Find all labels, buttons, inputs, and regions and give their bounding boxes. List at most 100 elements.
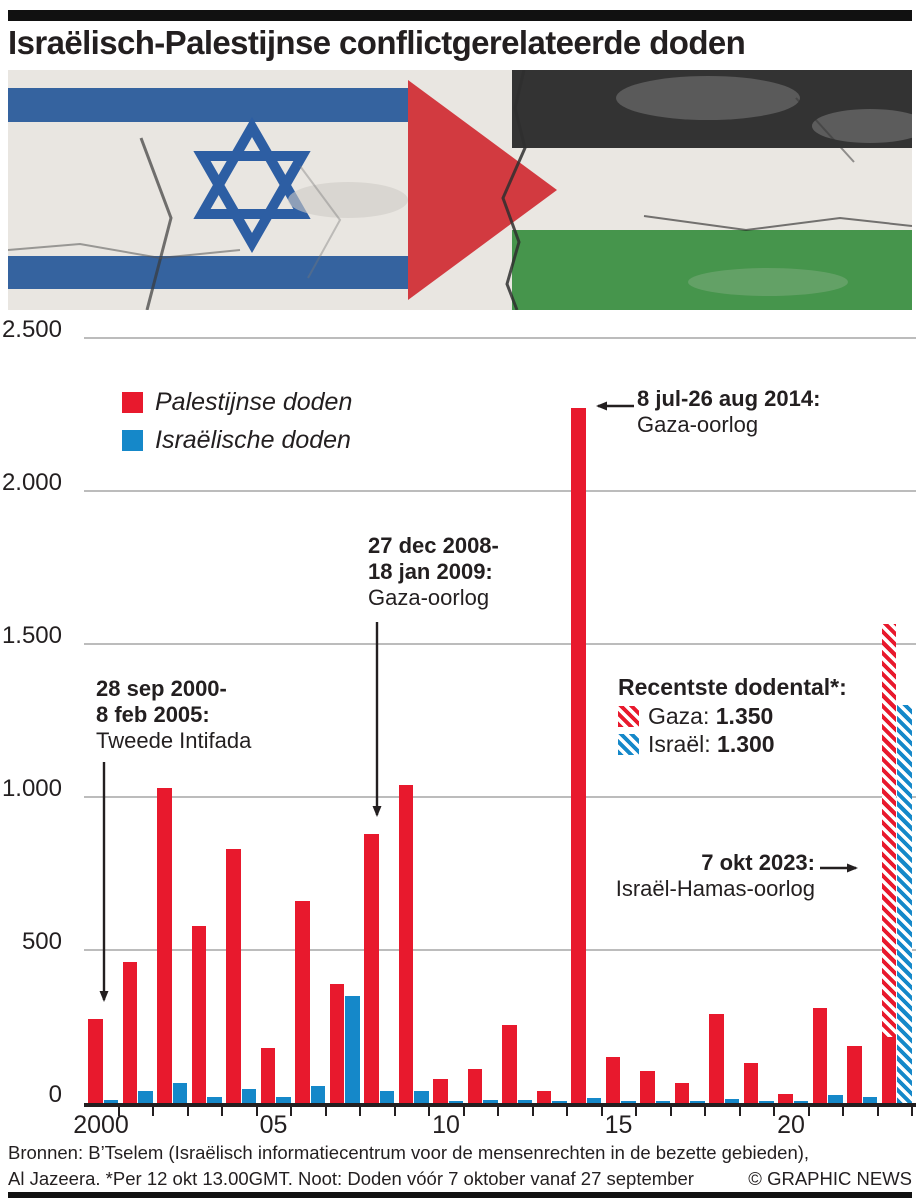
x-axis-label-2010: 10 — [432, 1111, 460, 1139]
concrete-patch — [288, 182, 408, 218]
y-axis-label-2000: 2.000 — [1, 469, 62, 496]
x-axis-label-2015: 15 — [604, 1111, 633, 1139]
bar-israeli-2002 — [172, 1083, 187, 1103]
y-axis-label-2500: 2.500 — [1, 316, 62, 343]
annotation-date: 8 feb 2005: — [96, 702, 210, 727]
bar-israeli-2016 — [655, 1101, 670, 1103]
bar-israeli-2011 — [483, 1099, 498, 1103]
legend-item-israeli: Israëlische doden — [122, 426, 351, 455]
gridline-500 — [84, 949, 916, 951]
gridline-1000 — [84, 796, 916, 798]
annotation-label: Israël-Hamas-oorlog — [615, 876, 815, 901]
x-axis-label-2000: 2000 — [73, 1111, 129, 1139]
annotation-label: Tweede Intifada — [96, 728, 252, 753]
x-axis-label-2020: 20 — [777, 1111, 805, 1139]
gridline-2500 — [84, 337, 916, 339]
gaza-toll-label: Gaza: 1.350 — [648, 703, 774, 729]
bar-palestinian-2015 — [605, 1057, 620, 1103]
annotation-date: 28 sep 2000- — [96, 676, 227, 701]
concrete-patch — [688, 268, 848, 296]
bar-israeli-2013 — [552, 1101, 567, 1103]
annotation-second-intifada: 28 sep 2000- 8 feb 2005: Tweede Intifada — [96, 676, 251, 754]
bar-israeli-2004 — [241, 1089, 256, 1103]
bar-israeli-2021 — [828, 1095, 843, 1103]
bar-palestinian-2010 — [433, 1078, 448, 1103]
palestinian-legend-swatch — [122, 392, 143, 413]
annotation-gaza-war-2014: 8 jul-26 aug 2014: Gaza-oorlog — [637, 386, 820, 438]
annotation-date: 27 dec 2008- — [368, 533, 499, 558]
palestine-flag-black-stripe — [512, 70, 912, 148]
palestine-flag-white-stripe — [512, 148, 912, 230]
x-axis-tick — [566, 1107, 568, 1116]
crack-lines — [8, 70, 912, 310]
bar-israeli-2017 — [690, 1101, 705, 1103]
graphic-news-credit: © GRAPHIC NEWS — [748, 1168, 912, 1189]
star-of-david-icon — [193, 116, 311, 254]
bar-israeli-2015 — [621, 1100, 636, 1103]
bar-palestinian-2011 — [467, 1069, 482, 1103]
palestine-flag-red-triangle — [408, 80, 557, 300]
bar-palestinian-2019 — [743, 1063, 758, 1103]
x-axis-tick — [669, 1107, 672, 1116]
gridline-2000 — [84, 490, 916, 492]
bar-israeli-2018 — [724, 1099, 739, 1103]
source-line-2: Al Jazeera. *Per 12 okt 13.00GMT. Noot: … — [8, 1168, 694, 1189]
annotation-date: 7 okt 2023: — [701, 850, 815, 875]
y-axis-label-1500: 1.500 — [1, 622, 62, 649]
bar-palestinian-2023-hatched — [881, 624, 896, 1038]
y-axis-label-500: 500 — [21, 928, 62, 955]
bar-israeli-2020 — [793, 1101, 808, 1103]
bar-palestinian-2003 — [191, 925, 206, 1103]
x-axis-tick — [324, 1107, 327, 1116]
x-axis-tick — [152, 1107, 154, 1116]
y-axis-label-1000: 1.000 — [1, 775, 62, 802]
bar-israeli-2005 — [276, 1097, 291, 1103]
x-axis-tick — [290, 1107, 292, 1116]
x-axis-tick — [428, 1107, 430, 1116]
x-axis-tick — [393, 1107, 396, 1116]
bar-israeli-2006 — [310, 1086, 325, 1103]
x-axis-tick — [117, 1107, 120, 1116]
annotation-israel-hamas-war: 7 okt 2023: Israël-Hamas-oorlog — [560, 850, 815, 902]
bar-palestinian-2016 — [640, 1070, 655, 1103]
x-axis-tick — [600, 1107, 603, 1116]
x-axis-tick — [531, 1107, 534, 1116]
bar-palestinian-2014 — [571, 408, 586, 1103]
top-rule — [8, 10, 912, 21]
annotation-gaza-war-2009: 27 dec 2008- 18 jan 2009: Gaza-oorlog — [368, 533, 499, 611]
x-axis-tick — [255, 1107, 258, 1116]
bar-israeli-2010 — [448, 1100, 463, 1103]
israeli-legend-label: Israëlische doden — [155, 426, 351, 454]
bar-palestinian-2004 — [226, 849, 241, 1103]
bar-israeli-2014 — [586, 1098, 601, 1103]
x-axis-tick — [359, 1107, 361, 1116]
bar-israeli-2001 — [138, 1090, 153, 1103]
israel-flag-bottom-stripe — [8, 256, 416, 289]
annotation-label: Gaza-oorlog — [368, 585, 490, 610]
bar-israeli-2003 — [207, 1096, 222, 1103]
x-axis-tick — [635, 1107, 637, 1116]
bottom-rule — [8, 1192, 912, 1198]
bar-israeli-2012 — [517, 1099, 532, 1103]
x-axis-tick — [842, 1107, 844, 1116]
bar-palestinian-2005 — [260, 1047, 275, 1103]
recent-toll-gaza-row: Gaza: 1.350 — [618, 703, 773, 730]
bar-palestinian-2020 — [778, 1093, 793, 1103]
bar-palestinian-2002 — [157, 787, 172, 1103]
bar-palestinian-2006 — [295, 901, 310, 1103]
source-line-1: Bronnen: B’Tselem (Israëlisch informatie… — [8, 1142, 810, 1163]
bar-palestinian-2017 — [674, 1083, 689, 1103]
x-axis-tick — [876, 1107, 879, 1116]
bar-israeli-2023-hatched — [897, 705, 912, 1103]
x-axis-tick — [462, 1107, 465, 1116]
bar-palestinian-2001 — [122, 962, 137, 1103]
x-axis-line — [84, 1103, 916, 1107]
bar-palestinian-2018 — [709, 1014, 724, 1103]
x-axis-tick — [773, 1107, 775, 1116]
bar-israeli-2019 — [759, 1100, 774, 1103]
bar-palestinian-2013 — [536, 1090, 551, 1103]
page-title: Israëlisch-Palestijnse conflictgerelatee… — [8, 24, 746, 61]
x-axis-label-2005: 05 — [259, 1111, 288, 1139]
annotation-date: 8 jul-26 aug 2014: — [637, 386, 821, 411]
